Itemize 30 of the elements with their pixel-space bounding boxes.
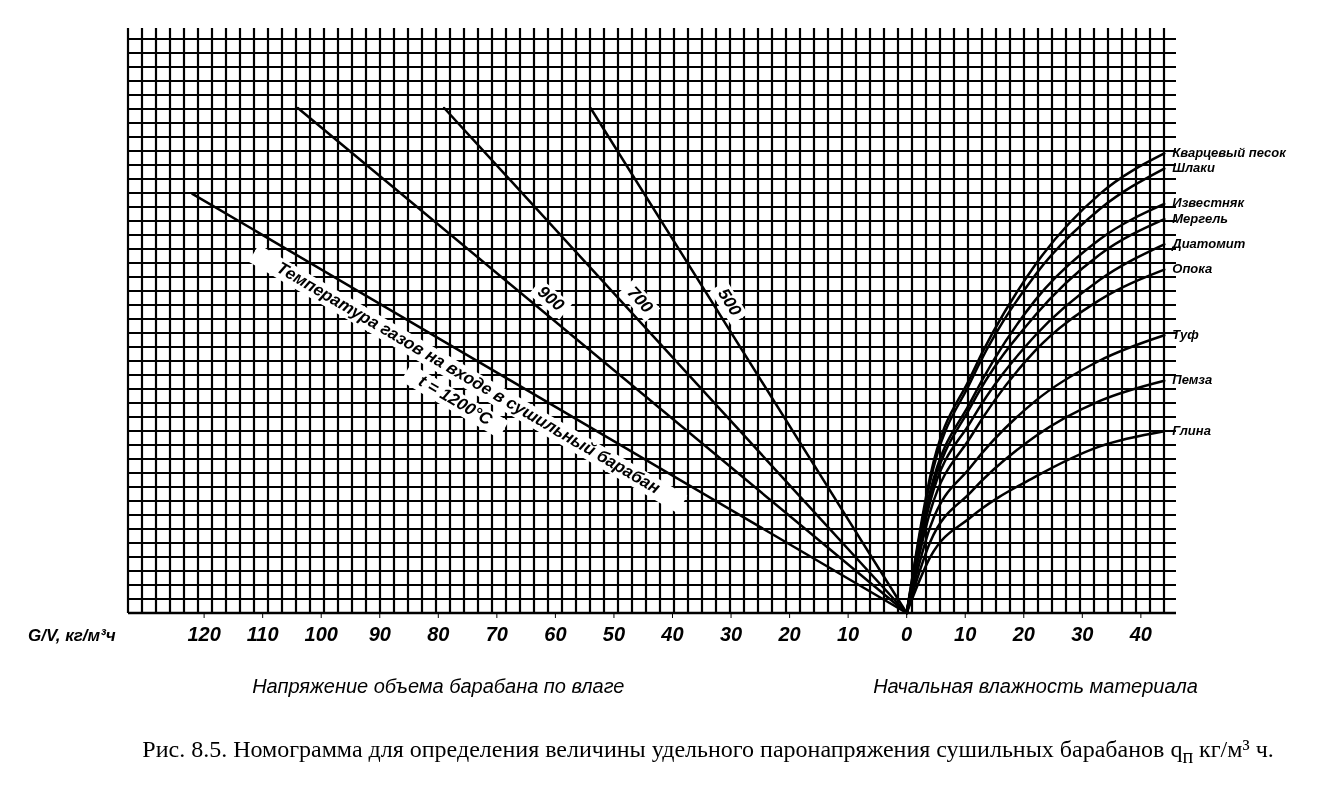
x-tick-label: 80 bbox=[427, 623, 450, 645]
x-tick-label: 60 bbox=[544, 623, 567, 645]
x-tick-label: 120 bbox=[187, 623, 221, 645]
series-label: Диатомит bbox=[1171, 235, 1246, 251]
text: Начальная влажность материала bbox=[873, 675, 1198, 697]
x-axis-title: Напряжение объема барабана по влаге bbox=[252, 675, 625, 697]
x-tick-label: 100 bbox=[304, 623, 338, 645]
x-tick-label: 20 bbox=[777, 623, 801, 645]
x-tick-label: 50 bbox=[602, 623, 626, 645]
series-label: Шлаки bbox=[1172, 160, 1215, 176]
text: Рис. 8.5. Номограмма для определения величины удельного паронапряжения сушильных барабанов q$_{п}$ кг/м³ ч. bbox=[141, 735, 1275, 769]
x-tick-label: 20 bbox=[1011, 623, 1035, 645]
series-label: Опока bbox=[1172, 261, 1213, 277]
text: G/V, кг/м³ч bbox=[28, 626, 116, 645]
x-tick-label: 110 bbox=[246, 623, 279, 645]
x-tick-label: 40 bbox=[1128, 623, 1152, 645]
x-tick-label: 10 bbox=[954, 623, 977, 645]
x-tick-label: 0 bbox=[901, 623, 913, 645]
series-label: Мергель bbox=[1172, 210, 1229, 226]
series-label: Глина bbox=[1172, 422, 1211, 438]
series-label: Туф bbox=[1172, 326, 1200, 342]
x-tick-label: 30 bbox=[1071, 623, 1094, 645]
series-label: Пемза bbox=[1172, 372, 1213, 388]
series-label: Известняк bbox=[1172, 195, 1246, 211]
series-label: Кварцевый песок bbox=[1172, 144, 1288, 160]
x-tick-label: 10 bbox=[837, 623, 860, 645]
x-tick-label: 40 bbox=[660, 623, 684, 645]
x-tick-label: 30 bbox=[719, 623, 743, 645]
x-tick-label: 90 bbox=[368, 623, 391, 645]
x-tick-label: 70 bbox=[485, 623, 508, 645]
